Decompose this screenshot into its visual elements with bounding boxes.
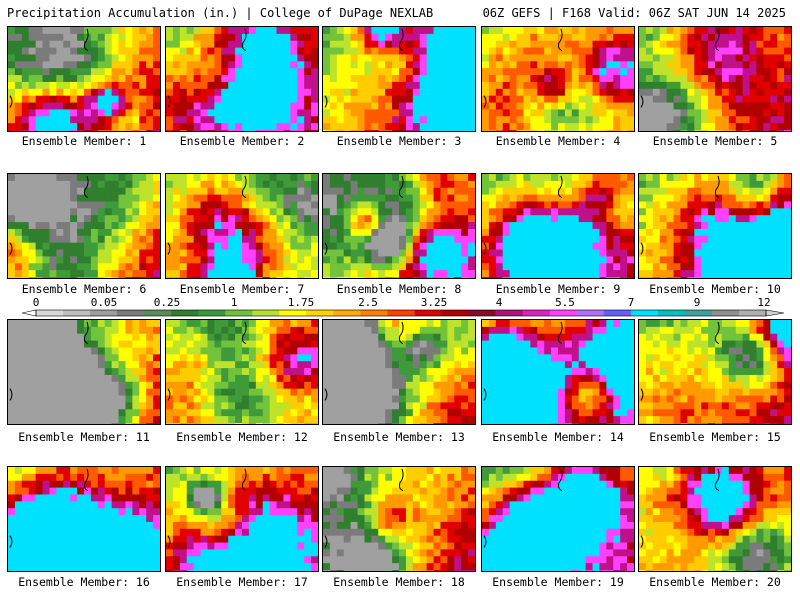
- ensemble-member-label: Ensemble Member: 9: [495, 282, 621, 296]
- ensemble-member-label: Ensemble Member: 20: [649, 575, 781, 589]
- colorbar-tick-label: 12: [757, 296, 771, 309]
- colorbar-swatch: [387, 310, 416, 316]
- colorbar-tick-label: 4: [495, 296, 503, 309]
- colorbar-swatch: [603, 310, 632, 316]
- colorbar-swatch: [333, 310, 361, 316]
- colorbar-tick-label: 1.75: [287, 296, 315, 309]
- ensemble-member-label: Ensemble Member: 15: [649, 430, 781, 444]
- colorbar-swatch: [495, 310, 524, 316]
- colorbar-swatch: [225, 310, 253, 316]
- ensemble-map-panel: [638, 466, 792, 572]
- colorbar-swatch: [684, 310, 713, 316]
- colorbar-swatch: [657, 310, 686, 316]
- colorbar-swatch: [171, 310, 199, 316]
- colorbar-tick-label: 7: [627, 296, 635, 309]
- ensemble-member-label: Ensemble Member: 18: [333, 575, 465, 589]
- colorbar-tick-label: 1: [230, 296, 238, 309]
- colorbar-swatch: [279, 310, 307, 316]
- ensemble-member-label: Ensemble Member: 16: [18, 575, 150, 589]
- colorbar-swatch: [468, 310, 497, 316]
- colorbar-tick-label: 3.25: [420, 296, 448, 309]
- colorbar-tick-label: 5.5: [555, 296, 575, 309]
- ensemble-member-label: Ensemble Member: 7: [179, 282, 305, 296]
- colorbar-swatch: [63, 310, 91, 316]
- ensemble-map-panel: [638, 173, 792, 279]
- colorbar-swatch: [90, 310, 118, 316]
- ensemble-map-panel: [638, 319, 792, 425]
- ensemble-map-panel: [322, 26, 476, 132]
- colorbar-swatch: [549, 310, 578, 316]
- ensemble-member-label: Ensemble Member: 8: [336, 282, 462, 296]
- ensemble-map-panel: [481, 173, 635, 279]
- ensemble-member-label: Ensemble Member: 5: [652, 134, 778, 148]
- ensemble-member-label: Ensemble Member: 17: [176, 575, 308, 589]
- ensemble-map-panel: [165, 319, 319, 425]
- ensemble-map-panel: [481, 466, 635, 572]
- ensemble-map-panel: [165, 26, 319, 132]
- ensemble-member-label: Ensemble Member: 19: [492, 575, 624, 589]
- colorbar-swatch: [441, 310, 470, 316]
- colorbar-swatch: [576, 310, 605, 316]
- colorbar-swatch: [36, 310, 64, 316]
- colorbar-tick-label: 2.5: [358, 296, 378, 309]
- colorbar-swatch: [738, 310, 767, 316]
- colorbar-tick-label: 0.25: [153, 296, 181, 309]
- ensemble-map-panel: [638, 26, 792, 132]
- colorbar-swatch: [117, 310, 145, 316]
- page-title: Precipitation Accumulation (in.) | Colle…: [7, 6, 434, 20]
- ensemble-map-panel: [165, 466, 319, 572]
- colorbar-tick-label: 0: [32, 296, 40, 309]
- colorbar-swatch: [522, 310, 551, 316]
- ensemble-member-label: Ensemble Member: 11: [18, 430, 150, 444]
- model-valid-time: 06Z GEFS | F168 Valid: 06Z SAT JUN 14 20…: [482, 6, 786, 20]
- ensemble-member-label: Ensemble Member: 14: [492, 430, 624, 444]
- ensemble-map-panel: [7, 319, 161, 425]
- ensemble-map-panel: [322, 319, 476, 425]
- ensemble-member-label: Ensemble Member: 3: [336, 134, 462, 148]
- colorbar-swatch: [198, 310, 226, 316]
- ensemble-map-panel: [7, 466, 161, 572]
- ensemble-map-panel: [7, 173, 161, 279]
- header: Precipitation Accumulation (in.) | Colle…: [0, 0, 800, 24]
- colorbar-tick-label: 0.05: [90, 296, 118, 309]
- colorbar-max-arrow: [765, 309, 785, 317]
- ensemble-map-panel: [322, 173, 476, 279]
- colorbar-swatch: [360, 310, 388, 316]
- colorbar-swatch: [144, 310, 172, 316]
- ensemble-member-label: Ensemble Member: 13: [333, 430, 465, 444]
- ensemble-member-label: Ensemble Member: 1: [21, 134, 147, 148]
- ensemble-member-label: Ensemble Member: 6: [21, 282, 147, 296]
- colorbar-tick-label: 9: [693, 296, 701, 309]
- colorbar-swatch: [414, 310, 443, 316]
- ensemble-map-panel: [322, 466, 476, 572]
- ensemble-member-label: Ensemble Member: 12: [176, 430, 308, 444]
- ensemble-map-panel: [165, 173, 319, 279]
- colorbar-swatch: [252, 310, 280, 316]
- colorbar-swatch: [711, 310, 740, 316]
- ensemble-map-panel: [481, 26, 635, 132]
- colorbar: [21, 309, 785, 317]
- ensemble-member-label: Ensemble Member: 4: [495, 134, 621, 148]
- colorbar-swatch: [630, 310, 659, 316]
- ensemble-map-panel: [481, 319, 635, 425]
- ensemble-member-label: Ensemble Member: 2: [179, 134, 305, 148]
- colorbar-swatch: [306, 310, 334, 316]
- colorbar-min-arrow: [21, 309, 37, 317]
- ensemble-map-panel: [7, 26, 161, 132]
- ensemble-member-label: Ensemble Member: 10: [649, 282, 781, 296]
